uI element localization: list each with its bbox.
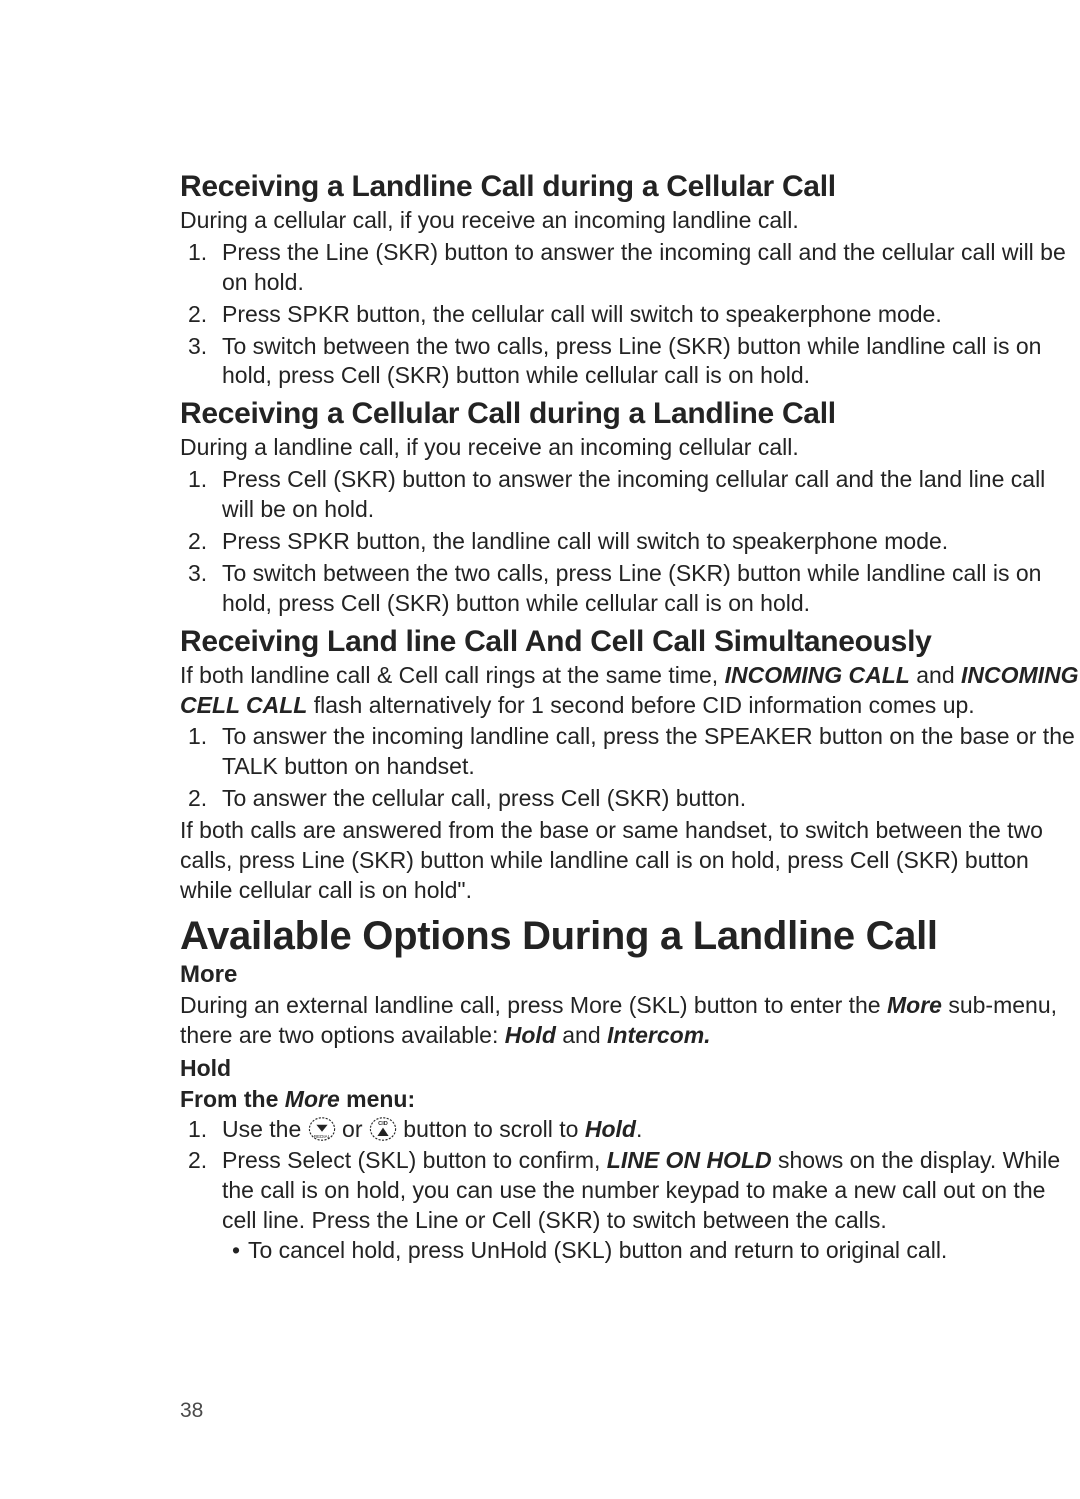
main-heading: Available Options During a Landline Call bbox=[180, 914, 1080, 959]
page-number: 38 bbox=[180, 1399, 203, 1423]
steps-list: To answer the incoming landline call, pr… bbox=[180, 722, 1080, 814]
emphasis: LINE ON HOLD bbox=[607, 1147, 772, 1173]
step-item: Press SPKR button, the landline call wil… bbox=[180, 527, 1080, 557]
text: Use the bbox=[222, 1116, 308, 1142]
heading: Receiving a Cellular Call during a Landl… bbox=[180, 397, 1080, 431]
text: From the bbox=[180, 1086, 285, 1112]
text: and bbox=[556, 1022, 607, 1048]
up-cid-icon: CID bbox=[369, 1115, 397, 1143]
emphasis: Intercom. bbox=[607, 1022, 711, 1048]
subheading-more: More bbox=[180, 961, 1080, 989]
text: If both landline call & Cell call rings … bbox=[180, 662, 725, 688]
heading: Receiving Land line Call And Cell Call S… bbox=[180, 625, 1080, 659]
step-item: To answer the incoming landline call, pr… bbox=[180, 722, 1080, 782]
step-item: Press Select (SKL) button to confirm, LI… bbox=[180, 1146, 1080, 1266]
hold-steps-list: Use the REDIAL or CID button to scroll t… bbox=[180, 1115, 1080, 1266]
from-more-menu: From the More menu: bbox=[180, 1086, 1080, 1113]
bullet-item: To cancel hold, press UnHold (SKL) butto… bbox=[222, 1236, 1080, 1266]
down-redial-icon: REDIAL bbox=[308, 1115, 336, 1143]
step-item: Press SPKR button, the cellular call wil… bbox=[180, 300, 1080, 330]
text: During an external landline call, press … bbox=[180, 992, 887, 1018]
emphasis: More bbox=[887, 992, 942, 1018]
step-item: To switch between the two calls, press L… bbox=[180, 559, 1080, 619]
emphasis: INCOMING CALL bbox=[725, 662, 910, 688]
text: menu: bbox=[340, 1086, 415, 1112]
sub-bullet-list: To cancel hold, press UnHold (SKL) butto… bbox=[222, 1236, 1080, 1266]
heading: Receiving a Landline Call during a Cellu… bbox=[180, 170, 1080, 204]
step-item: Press Cell (SKR) button to answer the in… bbox=[180, 465, 1080, 525]
emphasis: Hold bbox=[505, 1022, 556, 1048]
outro-text: If both calls are answered from the base… bbox=[180, 816, 1080, 906]
text: and bbox=[910, 662, 961, 688]
steps-list: Press the Line (SKR) button to answer th… bbox=[180, 238, 1080, 391]
step-item: Use the REDIAL or CID button to scroll t… bbox=[180, 1115, 1080, 1145]
steps-list: Press Cell (SKR) button to answer the in… bbox=[180, 465, 1080, 618]
more-description: During an external landline call, press … bbox=[180, 991, 1080, 1051]
svg-text:REDIAL: REDIAL bbox=[313, 1134, 330, 1139]
intro-text: If both landline call & Cell call rings … bbox=[180, 661, 1080, 721]
emphasis: More bbox=[285, 1086, 340, 1112]
emphasis: Hold bbox=[585, 1116, 636, 1142]
intro-text: During a landline call, if you receive a… bbox=[180, 433, 1080, 463]
step-item: Press the Line (SKR) button to answer th… bbox=[180, 238, 1080, 298]
text: button to scroll to bbox=[397, 1116, 585, 1142]
section-cellular-during-landline: Receiving a Cellular Call during a Landl… bbox=[180, 397, 1080, 618]
section-available-options: Available Options During a Landline Call… bbox=[180, 914, 1080, 1266]
section-simultaneous-calls: Receiving Land line Call And Cell Call S… bbox=[180, 625, 1080, 906]
text: flash alternatively for 1 second before … bbox=[307, 692, 974, 718]
text: Press Select (SKL) button to confirm, bbox=[222, 1147, 607, 1173]
subheading-hold: Hold bbox=[180, 1055, 1080, 1082]
svg-text:CID: CID bbox=[378, 1120, 388, 1126]
section-landline-during-cellular: Receiving a Landline Call during a Cellu… bbox=[180, 170, 1080, 391]
intro-text: During a cellular call, if you receive a… bbox=[180, 206, 1080, 236]
text: . bbox=[636, 1116, 642, 1142]
step-item: To answer the cellular call, press Cell … bbox=[180, 784, 1080, 814]
step-item: To switch between the two calls, press L… bbox=[180, 332, 1080, 392]
text: or bbox=[336, 1116, 369, 1142]
